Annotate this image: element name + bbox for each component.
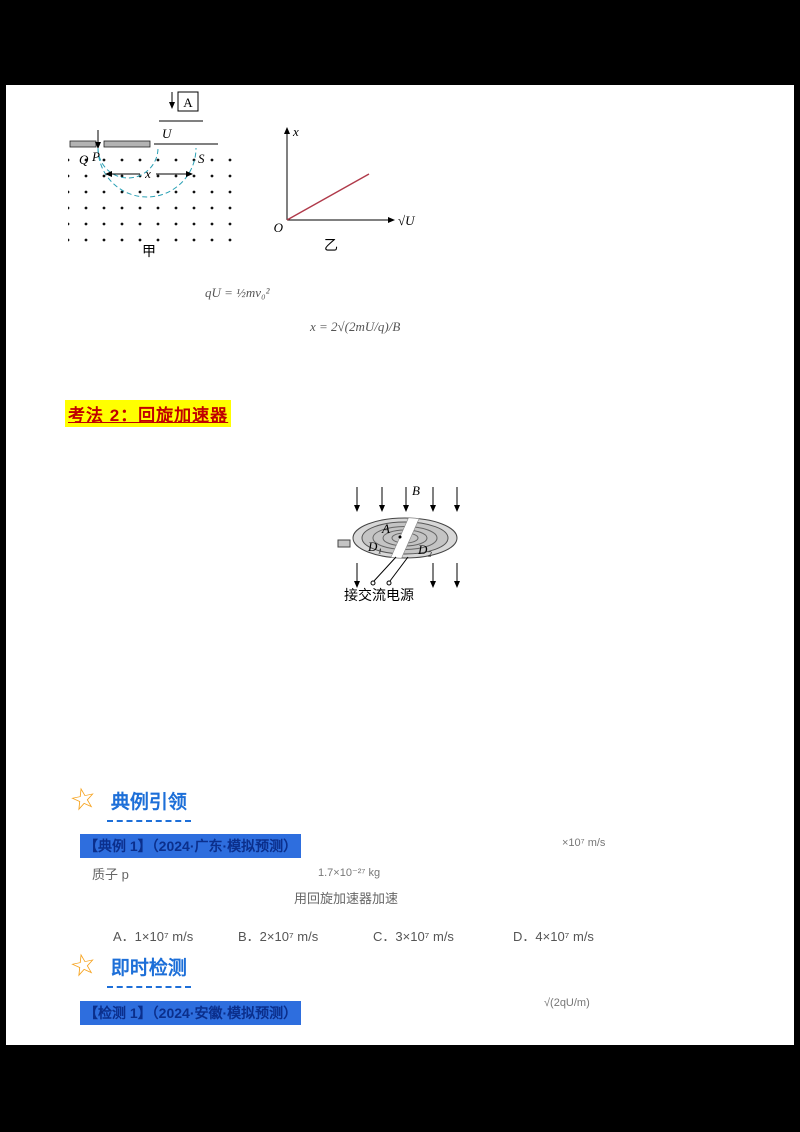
field-arrows-bottom <box>354 563 460 588</box>
caption-jia: 甲 <box>142 243 156 258</box>
accelerator-assembly: A U <box>154 91 218 145</box>
field-dots <box>68 152 236 244</box>
exit-port <box>337 539 351 548</box>
x-vs-sqrtU-graph: x O √U 乙 <box>274 124 417 253</box>
power-leads <box>370 556 409 586</box>
test-section-title: 即时检测 <box>106 951 191 988</box>
source-label: A <box>183 95 193 110</box>
ac-power-caption: 接交流电源 <box>344 587 414 603</box>
problem-fragment-2: 1.7×10⁻²⁷ kg <box>318 867 381 879</box>
problem-fragment-1: 质子 p <box>92 867 129 882</box>
graph-data-line <box>286 173 370 221</box>
graph-y-axis-label: x <box>292 124 299 139</box>
magnetic-field-region: Q P S x 甲 <box>68 130 236 258</box>
voltage-label: U <box>162 126 173 141</box>
example-section-header: ☆ 典例引领 <box>66 780 191 822</box>
option-a: A．1×10⁷ m/s <box>113 929 194 944</box>
formula-distance: x = 2√(2mU/q)/B <box>310 319 401 334</box>
star-icon: ☆ <box>66 780 100 819</box>
lead-terminal-2 <box>386 580 392 586</box>
test-section-header: ☆ 即时检测 <box>66 946 191 988</box>
trajectory-arc-small <box>97 147 159 179</box>
example-section-title: 典例引领 <box>106 785 191 822</box>
formula-energy: qU = ½mv₀² <box>205 285 270 300</box>
source-a-label: A <box>381 521 390 536</box>
boundary-plate-left <box>69 140 97 148</box>
graph-origin-label: O <box>274 220 284 235</box>
option-d: D．4×10⁷ m/s <box>513 929 594 944</box>
test-side-note: √(2qU/m) <box>544 997 590 1009</box>
section-heading-kaofa2: 考法 2：回旋加速器 <box>65 400 232 427</box>
option-b: B．2×10⁷ m/s <box>238 929 319 944</box>
caption-yi: 乙 <box>324 237 338 253</box>
point-p-label: P <box>91 149 100 164</box>
point-s-label: S <box>198 151 205 166</box>
dee1-label: D₁ <box>367 539 382 554</box>
point-q-label: Q <box>79 152 89 167</box>
graph-x-axis-label: √U <box>398 213 416 228</box>
problem-fragment-3: 用回旋加速器加速 <box>294 891 399 906</box>
lead-terminal-1 <box>370 580 376 586</box>
dee2-label: D₂ <box>417 542 432 557</box>
b-field-label: B <box>412 483 420 498</box>
boundary-plate-right <box>103 140 151 148</box>
cyclotron-figure: B A D₁ D₂ 接交流电源 <box>337 483 460 603</box>
example-side-note: ×10⁷ m/s <box>562 837 606 849</box>
ion-source-dot <box>398 535 402 539</box>
distance-x-label: x <box>144 166 151 181</box>
field-arrows-top <box>354 487 460 512</box>
example-badge: 【典例 1】（2024·广东·模拟预测） <box>80 834 302 858</box>
star-icon: ☆ <box>66 946 100 985</box>
test-badge: 【检测 1】（2024·安徽·模拟预测） <box>80 1001 302 1025</box>
field-deflection-figure: A U Q P S x 甲 x O √U 乙 <box>68 91 417 258</box>
source-box <box>177 91 199 112</box>
option-c: C．3×10⁷ m/s <box>373 929 454 944</box>
document-page: A U Q P S x 甲 x O √U 乙 <box>6 85 794 1045</box>
trajectory-arc-large <box>97 147 197 198</box>
dee-electrodes <box>337 517 458 559</box>
